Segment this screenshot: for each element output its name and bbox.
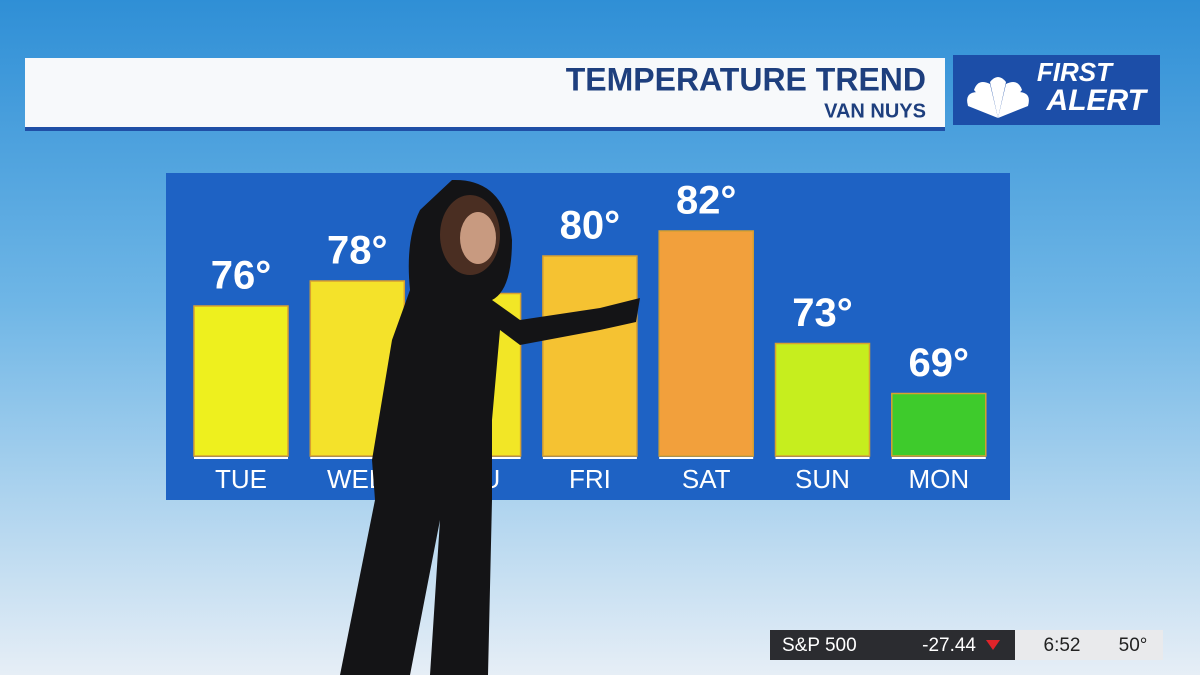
value-label: 69°	[909, 341, 970, 385]
value-label: 76°	[211, 254, 272, 298]
bar	[193, 305, 289, 457]
ticker-bar	[770, 630, 1015, 660]
day-label: TUE	[215, 464, 267, 494]
value-label: 82°	[676, 179, 737, 223]
title: TEMPERATURE TREND	[566, 61, 926, 97]
header-underline	[25, 127, 945, 131]
day-label: SAT	[682, 464, 731, 494]
bar-baseline	[891, 457, 986, 459]
logo-text: ALERT	[1046, 84, 1149, 117]
bar-baseline	[775, 457, 870, 459]
day-label: FRI	[569, 464, 611, 494]
bar-baseline	[659, 457, 754, 459]
peacock-icon	[967, 77, 1029, 118]
bar	[891, 392, 987, 457]
bar-baseline	[194, 457, 288, 459]
bar	[774, 342, 871, 457]
day-label: SUN	[795, 464, 850, 494]
bar	[542, 255, 638, 457]
subtitle: VAN NUYS	[824, 100, 926, 122]
bar-baseline	[542, 457, 637, 459]
value-label: 73°	[792, 291, 853, 335]
presenter	[340, 179, 640, 675]
ticker-change: -27.44	[922, 635, 976, 656]
value-label: 80°	[560, 204, 621, 248]
day-label: MON	[908, 464, 969, 494]
ticker-index: S&P 500	[782, 635, 857, 656]
down-arrow	[986, 640, 1000, 650]
logo-text: FIRST	[1037, 57, 1114, 87]
bar-baseline	[310, 457, 405, 459]
ticker-time-box	[1015, 630, 1163, 660]
value-label: 78°	[327, 229, 388, 273]
ticker-time: 6:52	[1044, 635, 1081, 656]
ticker-temp: 50°	[1119, 635, 1148, 656]
header-bar	[25, 58, 945, 130]
bar	[658, 230, 754, 457]
